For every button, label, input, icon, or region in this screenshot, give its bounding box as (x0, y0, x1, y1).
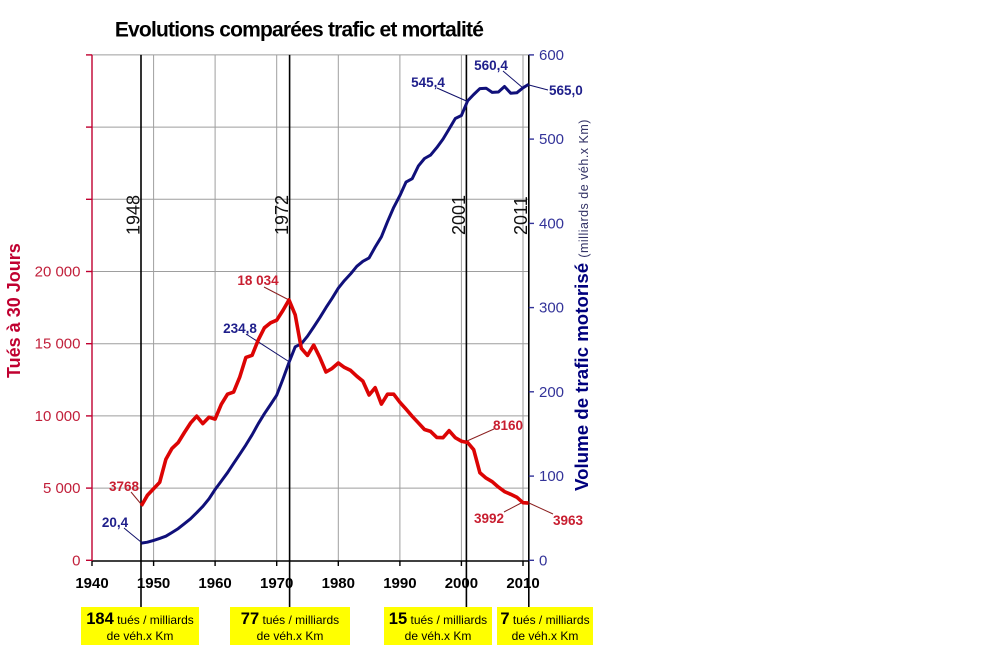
svg-text:3768: 3768 (109, 479, 140, 494)
svg-text:3963: 3963 (553, 513, 584, 528)
svg-text:560,4: 560,4 (474, 58, 508, 73)
svg-text:7 tués / milliards: 7 tués / milliards (500, 610, 589, 628)
svg-text:5 000: 5 000 (43, 480, 81, 497)
svg-text:Tués à 30 Jours: Tués à 30 Jours (4, 243, 24, 378)
svg-text:15 tués / milliards: 15 tués / milliards (389, 610, 487, 628)
svg-text:de véh.x Km: de véh.x Km (405, 629, 472, 643)
svg-text:0: 0 (72, 552, 80, 569)
svg-text:1972: 1972 (272, 195, 292, 235)
svg-text:400: 400 (539, 215, 564, 232)
svg-text:100: 100 (539, 468, 564, 485)
svg-text:2010: 2010 (506, 575, 539, 592)
svg-text:10 000: 10 000 (35, 408, 81, 425)
svg-text:234,8: 234,8 (223, 321, 257, 336)
svg-text:de véh.x Km: de véh.x Km (107, 629, 174, 643)
svg-text:600: 600 (539, 47, 564, 64)
svg-text:de véh.x Km: de véh.x Km (512, 629, 579, 643)
svg-text:Evolutions comparées trafic et: Evolutions comparées trafic et mortalité (115, 19, 483, 42)
svg-text:1948: 1948 (124, 195, 144, 235)
svg-text:1940: 1940 (75, 575, 108, 592)
svg-text:20 000: 20 000 (35, 264, 81, 281)
svg-text:565,0: 565,0 (549, 83, 583, 98)
svg-text:500: 500 (539, 131, 564, 148)
svg-text:18 034: 18 034 (237, 273, 279, 288)
svg-text:1950: 1950 (137, 575, 170, 592)
svg-text:Volume de trafic motorisé (mil: Volume de trafic motorisé (milliards de … (571, 119, 592, 491)
svg-text:15 000: 15 000 (35, 336, 81, 353)
svg-text:1980: 1980 (322, 575, 355, 592)
svg-text:300: 300 (539, 300, 564, 317)
svg-text:20,4: 20,4 (102, 515, 129, 530)
svg-text:1970: 1970 (260, 575, 293, 592)
svg-text:2001: 2001 (449, 195, 469, 235)
svg-text:2000: 2000 (445, 575, 478, 592)
svg-text:3992: 3992 (474, 511, 504, 526)
svg-text:184 tués / milliards: 184 tués / milliards (86, 610, 194, 628)
svg-text:1960: 1960 (198, 575, 231, 592)
svg-text:200: 200 (539, 384, 564, 401)
svg-text:de véh.x Km: de véh.x Km (257, 629, 324, 643)
svg-text:8160: 8160 (493, 418, 523, 433)
svg-text:2011: 2011 (511, 196, 531, 235)
svg-text:0: 0 (539, 552, 547, 569)
svg-text:1990: 1990 (383, 575, 416, 592)
svg-text:545,4: 545,4 (411, 75, 445, 90)
svg-text:77 tués / milliards: 77 tués / milliards (241, 610, 339, 628)
